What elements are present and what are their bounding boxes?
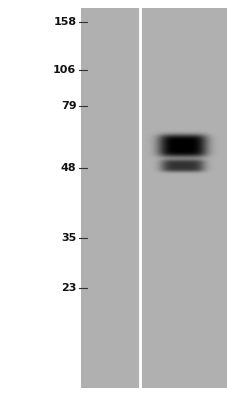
Text: 35: 35 — [61, 233, 76, 243]
Text: 23: 23 — [61, 283, 76, 293]
Text: 79: 79 — [60, 101, 76, 111]
Text: 48: 48 — [60, 163, 76, 173]
Bar — [81, 8, 227, 388]
Text: 106: 106 — [53, 65, 76, 75]
Text: 158: 158 — [53, 17, 76, 27]
